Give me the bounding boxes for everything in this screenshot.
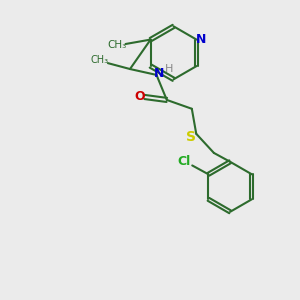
Text: Cl: Cl — [178, 155, 191, 168]
Text: CH₃: CH₃ — [108, 40, 127, 50]
Text: N: N — [196, 33, 206, 46]
Text: S: S — [186, 130, 196, 144]
Text: N: N — [154, 67, 164, 80]
Text: O: O — [134, 90, 145, 103]
Text: CH₃: CH₃ — [91, 55, 109, 65]
Text: H: H — [165, 64, 173, 74]
